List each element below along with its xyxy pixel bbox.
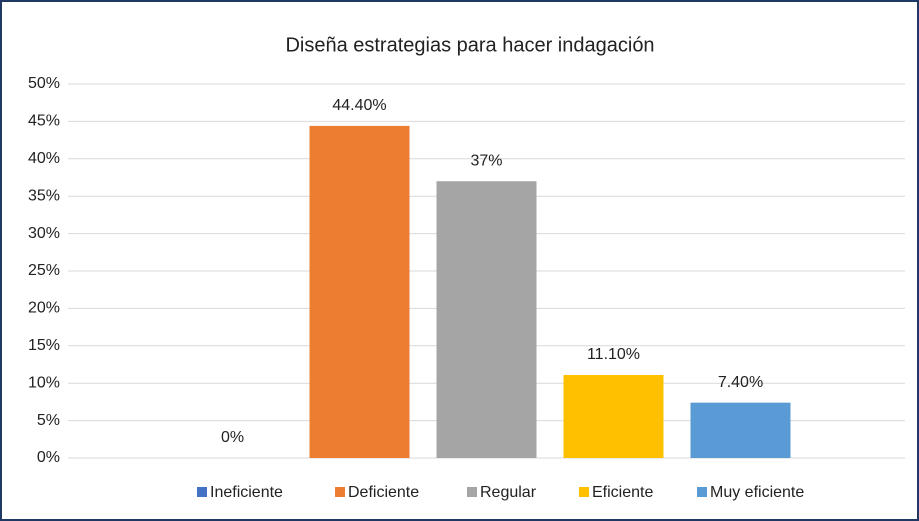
chart-title: Diseña estrategias para hacer indagación bbox=[285, 34, 654, 56]
y-tick-label: 0% bbox=[37, 449, 60, 466]
y-tick-label: 15% bbox=[28, 337, 60, 354]
y-tick-label: 30% bbox=[28, 225, 60, 242]
legend-swatch bbox=[335, 487, 345, 497]
legend-swatch bbox=[579, 487, 589, 497]
y-tick-label: 25% bbox=[28, 262, 60, 279]
y-tick-label: 40% bbox=[28, 150, 60, 167]
legend-swatch bbox=[197, 487, 207, 497]
legend-label: Muy eficiente bbox=[710, 484, 804, 501]
y-tick-label: 20% bbox=[28, 300, 60, 317]
bar bbox=[563, 374, 664, 458]
y-tick-label: 5% bbox=[37, 412, 60, 429]
legend-label: Eficiente bbox=[592, 484, 653, 501]
data-label: 7.40% bbox=[718, 374, 763, 391]
data-label: 44.40% bbox=[332, 97, 386, 114]
legend-swatch bbox=[467, 487, 477, 497]
y-tick-label: 45% bbox=[28, 113, 60, 130]
data-label: 0% bbox=[221, 429, 244, 446]
legend-label: Ineficiente bbox=[210, 484, 283, 501]
y-tick-label: 50% bbox=[28, 75, 60, 92]
bar bbox=[436, 181, 537, 459]
data-label: 11.10% bbox=[587, 346, 640, 363]
data-label: 37% bbox=[470, 152, 502, 169]
y-tick-label: 35% bbox=[28, 187, 60, 204]
bar bbox=[309, 125, 410, 458]
legend-label: Regular bbox=[480, 484, 537, 501]
y-tick-label: 10% bbox=[28, 374, 60, 391]
legend-label: Deficiente bbox=[348, 484, 419, 501]
bar bbox=[690, 402, 791, 458]
legend-swatch bbox=[697, 487, 707, 497]
